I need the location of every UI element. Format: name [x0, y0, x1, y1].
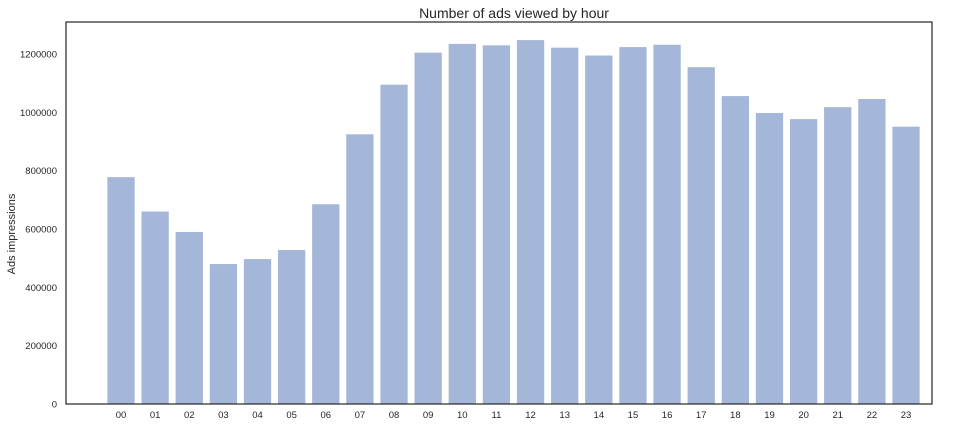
x-tick-label: 10	[457, 410, 468, 421]
bars-group	[107, 40, 920, 405]
bar-23	[892, 126, 920, 404]
x-tick-label: 13	[559, 410, 570, 421]
bar-20	[789, 119, 818, 404]
bar-21	[824, 107, 852, 405]
bar-14	[585, 55, 613, 404]
bar-04	[243, 259, 272, 404]
y-tick-label: 0	[52, 400, 57, 411]
y-axis-label: Ads impressions	[6, 193, 18, 274]
x-tick-label: 16	[662, 410, 673, 421]
x-tick-label: 04	[252, 410, 263, 421]
bar-02	[175, 231, 203, 404]
bar-12	[516, 40, 545, 404]
bar-11	[482, 45, 511, 404]
x-tick-label: 20	[798, 410, 809, 421]
x-tick-label: 11	[491, 410, 501, 421]
bar-09	[414, 52, 442, 405]
x-tick-label: 01	[150, 410, 161, 421]
y-tick-label: 600000	[25, 225, 57, 236]
y-tick-label: 1000000	[20, 108, 57, 119]
x-tick-label: 22	[867, 410, 878, 421]
x-axis-ticks: 00 01 02 03 04 05 06 07 08 09 10 11 12 13 14 15 16 17 18 19…	[116, 410, 912, 421]
bar-22	[858, 98, 886, 404]
bar-18	[721, 96, 749, 404]
y-tick-label: 400000	[25, 283, 57, 294]
bar-16	[653, 44, 681, 404]
y-tick-label: 200000	[25, 341, 57, 352]
x-tick-label: 18	[730, 410, 741, 421]
chart-title: Number of ads viewed by hour	[419, 5, 609, 21]
x-tick-label: 21	[832, 410, 843, 421]
x-tick-label: 12	[525, 410, 536, 421]
x-tick-label: 09	[423, 410, 434, 421]
x-tick-label: 23	[901, 410, 912, 421]
x-tick-label: 07	[355, 410, 366, 421]
bar-00	[107, 177, 135, 404]
x-tick-label: 06	[320, 410, 331, 421]
x-tick-label: 03	[218, 410, 229, 421]
bar-06	[312, 204, 340, 404]
bar-07	[346, 134, 374, 404]
x-tick-label: 02	[184, 410, 195, 421]
x-tick-label: 08	[389, 410, 400, 421]
y-tick-label: 1200000	[20, 50, 57, 61]
bar-13	[551, 47, 579, 404]
bar-01	[141, 211, 169, 404]
bar-15	[619, 47, 647, 404]
y-axis-ticks: 0 200000 400000 600000 800000 1000000 1200000	[20, 50, 57, 411]
bar-17	[687, 67, 715, 404]
bar-10	[448, 43, 476, 405]
x-tick-label: 15	[628, 410, 639, 421]
bar-05	[278, 250, 306, 404]
bar-03	[209, 264, 238, 404]
x-tick-label: 17	[696, 410, 707, 421]
x-tick-label: 00	[116, 410, 127, 421]
bar-19	[755, 112, 784, 404]
plot-frame	[65, 21, 933, 405]
x-tick-label: 14	[594, 410, 605, 421]
y-tick-label: 800000	[25, 166, 57, 177]
x-tick-label: 05	[286, 410, 297, 421]
x-tick-label: 19	[764, 410, 775, 421]
bar-08	[380, 84, 408, 404]
